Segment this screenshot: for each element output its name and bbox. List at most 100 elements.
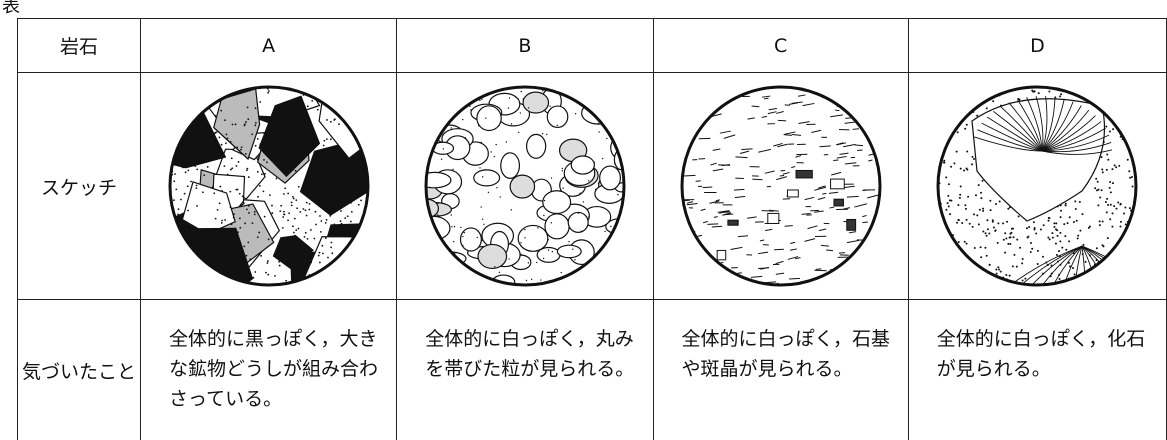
sketch-detail bbox=[230, 223, 232, 225]
sketch-row: スケッチ bbox=[18, 73, 1167, 300]
sketch-detail bbox=[967, 278, 969, 280]
sketch-detail bbox=[470, 109, 471, 110]
sketch-detail bbox=[790, 242, 795, 243]
note-text: 全体的に黒っぽく，大きな鉱物どうしが組み合わさっている。 bbox=[141, 300, 396, 414]
sketch-detail bbox=[368, 145, 370, 147]
sketch-detail bbox=[624, 267, 625, 268]
sketch-detail bbox=[1060, 232, 1062, 234]
sketch-detail bbox=[166, 124, 168, 126]
sketch-detail bbox=[355, 273, 357, 275]
sketch-detail bbox=[562, 168, 563, 169]
sketch-detail bbox=[1100, 280, 1102, 282]
sketch-detail bbox=[224, 119, 226, 121]
sketch-detail bbox=[1102, 220, 1104, 222]
sketch-detail bbox=[830, 179, 844, 189]
sketch-detail bbox=[932, 258, 933, 260]
sketch-detail bbox=[1116, 208, 1118, 210]
sketch-detail bbox=[206, 166, 208, 168]
sketch-detail bbox=[1121, 286, 1123, 288]
sketch-detail bbox=[844, 122, 856, 124]
sketch-detail bbox=[255, 122, 257, 124]
sketch-detail bbox=[1140, 182, 1142, 184]
sketch-detail bbox=[999, 201, 1001, 203]
sketch-detail bbox=[1075, 208, 1077, 210]
sketch-detail bbox=[1096, 178, 1098, 180]
sketch-detail bbox=[618, 239, 630, 260]
sketch-detail bbox=[1095, 187, 1097, 189]
sketch-detail bbox=[939, 142, 941, 144]
sketch-detail bbox=[1057, 235, 1059, 237]
sketch-detail bbox=[854, 204, 867, 207]
sketch-detail bbox=[735, 157, 747, 158]
sketch-detail bbox=[287, 193, 289, 195]
sketch-detail bbox=[254, 271, 256, 273]
sketch-detail bbox=[1138, 277, 1140, 279]
sketch-detail bbox=[345, 274, 347, 276]
sketch-detail bbox=[791, 135, 800, 136]
sketch-detail bbox=[1067, 222, 1069, 224]
sketch-detail bbox=[308, 203, 310, 205]
sketch-detail bbox=[575, 91, 576, 92]
sketch-detail bbox=[831, 172, 841, 175]
sketch-detail bbox=[306, 238, 308, 240]
sketch-detail bbox=[227, 86, 229, 88]
sketch-detail bbox=[1037, 263, 1039, 265]
sketch-detail bbox=[182, 104, 184, 106]
sketch-detail bbox=[623, 99, 624, 100]
sketch-detail bbox=[282, 286, 284, 288]
sketch-detail bbox=[942, 274, 944, 276]
sketch-detail bbox=[942, 84, 944, 86]
sketch-detail bbox=[956, 222, 958, 224]
sketch-detail bbox=[583, 201, 584, 202]
sketch-detail bbox=[1112, 226, 1114, 228]
sketch-detail bbox=[452, 169, 453, 170]
sketch-detail bbox=[199, 119, 201, 121]
sketch-detail bbox=[369, 123, 371, 125]
sketch-detail bbox=[313, 238, 315, 240]
sketch-detail bbox=[578, 212, 579, 213]
sketch-detail bbox=[350, 162, 352, 164]
sketch-detail bbox=[311, 100, 313, 102]
sketch-detail bbox=[1082, 246, 1110, 291]
sketch-detail bbox=[181, 167, 183, 169]
sketch-detail bbox=[235, 189, 237, 191]
sketch-detail bbox=[938, 110, 940, 112]
sketch-detail bbox=[546, 134, 547, 135]
sketch-detail bbox=[267, 125, 269, 127]
sketch-detail bbox=[287, 219, 289, 221]
sketch-detail bbox=[170, 103, 172, 105]
sketch-detail bbox=[339, 194, 341, 196]
sketch-detail bbox=[945, 236, 947, 238]
sketch-detail bbox=[453, 241, 454, 242]
sketch-detail bbox=[195, 187, 197, 189]
sketch-detail bbox=[279, 210, 281, 212]
sketch-detail bbox=[727, 86, 737, 87]
sketch-detail bbox=[303, 236, 305, 238]
sketch-detail bbox=[611, 284, 612, 285]
sketch-detail bbox=[292, 198, 294, 200]
sketch-detail bbox=[590, 108, 591, 109]
sketch-detail bbox=[508, 258, 509, 259]
sketch-detail bbox=[164, 253, 190, 291]
sketch-detail bbox=[1099, 224, 1101, 226]
sketch-detail bbox=[1095, 81, 1097, 82]
sketch-detail bbox=[784, 132, 795, 134]
sketch-detail bbox=[305, 215, 307, 217]
sketch-detail bbox=[424, 149, 425, 150]
sketch-detail bbox=[1020, 84, 1022, 86]
sketch-detail bbox=[350, 267, 352, 269]
sketch-detail bbox=[855, 145, 863, 146]
sketch-detail bbox=[977, 289, 979, 291]
sketch-detail bbox=[1108, 92, 1110, 94]
sketch-detail bbox=[1073, 221, 1075, 223]
sketch-detail bbox=[165, 125, 167, 127]
sketch-detail bbox=[1102, 171, 1104, 173]
sketch-detail bbox=[176, 162, 178, 164]
sketch-detail bbox=[945, 260, 947, 262]
sketch-detail bbox=[1116, 90, 1118, 92]
sketch-detail bbox=[219, 186, 221, 188]
sketch-detail bbox=[1002, 222, 1004, 224]
sketch-detail bbox=[1088, 227, 1090, 229]
sketch-detail bbox=[338, 229, 340, 231]
